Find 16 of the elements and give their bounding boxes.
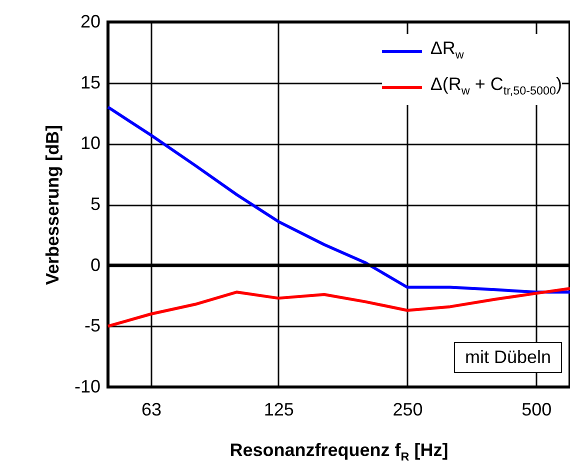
legend-label: ΔR$_{w}$ <box>430 37 464 64</box>
y-tick-label: 10 <box>80 133 100 154</box>
x-tick-label: 63 <box>141 400 162 420</box>
y-tick-label: -10 <box>74 376 100 396</box>
legend-label: Δ(R$_{w}$ + C$_{tr,50-5000}$) <box>430 72 562 100</box>
y-tick-label: 5 <box>90 194 100 214</box>
y-tick-label: -5 <box>84 316 100 336</box>
y-tick-label: 0 <box>90 254 100 275</box>
y-tick-label: 20 <box>80 12 100 32</box>
x-tick-label: 500 <box>522 400 552 420</box>
annotation: mit Dübeln <box>454 342 562 373</box>
x-tick-label: 250 <box>392 400 423 420</box>
y-axis-title: Verbesserung [dB] <box>42 124 62 286</box>
y-tick-label: 15 <box>80 72 100 92</box>
x-axis-title: Resonanzfrequenz f$_{R}$ [Hz] <box>228 440 450 464</box>
x-tick-label: 125 <box>264 400 294 420</box>
